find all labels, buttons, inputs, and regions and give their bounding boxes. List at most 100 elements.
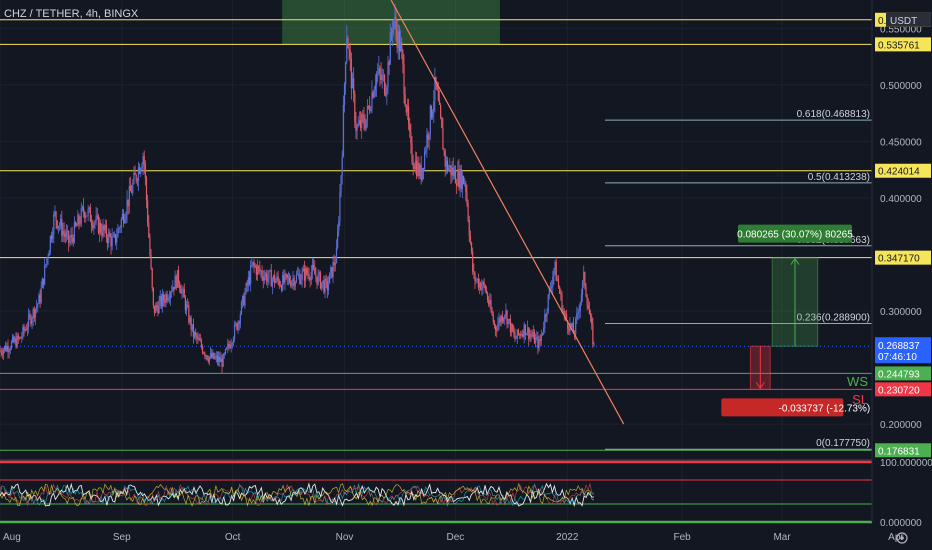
candle-body	[341, 156, 343, 176]
candle-body	[565, 314, 568, 321]
candle-body	[109, 232, 111, 237]
candle-body	[116, 237, 118, 243]
candle-body	[460, 169, 462, 189]
candle-body	[583, 272, 585, 282]
candle-body	[466, 191, 468, 203]
candle-body	[480, 282, 482, 290]
candle-body	[113, 234, 116, 236]
candle-body	[371, 92, 373, 110]
candle-body	[262, 276, 264, 281]
candle-body	[379, 68, 381, 75]
candle-body	[121, 213, 124, 220]
candle-body	[117, 228, 119, 238]
settings-gear-icon[interactable]	[896, 532, 908, 544]
candle-body	[82, 206, 85, 213]
candle-body	[445, 160, 447, 167]
candle-body	[277, 276, 279, 281]
candle-body	[279, 285, 282, 287]
candle-body	[327, 283, 330, 291]
candle-body	[339, 192, 341, 222]
candle-body	[77, 215, 79, 226]
candle-body	[123, 213, 125, 224]
y-tick-label: 0.450000	[880, 137, 922, 148]
candle-body	[62, 231, 64, 236]
candle-body	[185, 304, 188, 311]
candle-body	[264, 273, 267, 277]
candle-body	[6, 345, 8, 351]
candle-body	[470, 242, 473, 252]
candle-body	[73, 222, 75, 243]
candle-body	[180, 288, 182, 294]
candle-body	[563, 310, 565, 315]
candle-body	[267, 277, 269, 282]
candle-body	[478, 282, 481, 288]
candle-body	[362, 114, 364, 117]
candle-body	[443, 149, 445, 151]
candle-body	[335, 247, 338, 263]
candle-body	[588, 308, 591, 315]
x-tick-label: Sep	[113, 532, 131, 543]
candle-body	[34, 308, 37, 318]
candle-body	[464, 183, 466, 184]
candle-body	[127, 199, 129, 207]
candle-body	[165, 294, 167, 303]
candle-body	[467, 202, 469, 221]
candle-body	[561, 293, 563, 312]
candle-body	[456, 183, 458, 186]
candle-body	[543, 327, 545, 333]
candle-body	[401, 41, 403, 51]
candle-body	[240, 301, 243, 314]
candle-body	[145, 177, 148, 201]
fib-level-label: 0.618(0.468813)	[797, 109, 870, 120]
candle-body	[394, 17, 396, 21]
candle-body	[95, 215, 97, 222]
candle-body	[326, 281, 328, 291]
candle-body	[93, 223, 95, 228]
candle-body	[541, 332, 544, 335]
candle-body	[238, 322, 240, 324]
candle-body	[209, 352, 212, 357]
candle-body	[302, 268, 304, 272]
candle-body	[585, 286, 587, 296]
candle-body	[398, 31, 401, 52]
candle-body	[536, 336, 538, 338]
candle-body	[351, 78, 354, 89]
candle-body	[473, 271, 475, 273]
candle-body	[268, 270, 270, 278]
candle-body	[425, 150, 427, 152]
candle-body	[554, 261, 556, 269]
candle-body	[173, 286, 175, 290]
candle-body	[316, 276, 318, 285]
candle-body	[540, 334, 542, 341]
candle-body	[187, 304, 189, 307]
candle-body	[136, 180, 138, 182]
price-badge-bg	[875, 366, 931, 381]
candle-body	[213, 352, 215, 359]
candle-body	[579, 302, 581, 312]
profit-label-box	[737, 224, 852, 243]
candle-body	[179, 282, 181, 289]
candle-body	[201, 346, 204, 353]
candle-body	[357, 124, 359, 127]
candle-body	[157, 307, 159, 314]
candle-body	[282, 275, 284, 291]
candle-body	[303, 268, 306, 281]
candle-body	[184, 297, 187, 311]
candle-body	[278, 280, 280, 286]
candle-body	[396, 30, 398, 48]
candle-body	[355, 121, 357, 131]
candle-body	[427, 134, 429, 140]
candle-body	[10, 341, 13, 349]
candle-body	[454, 169, 457, 184]
oscillator-y-tick-label: 0.000000	[880, 518, 922, 529]
candle-body	[13, 336, 15, 343]
candle-body	[108, 232, 110, 243]
candle-body	[521, 333, 523, 336]
candle-body	[189, 317, 191, 323]
candle-body	[89, 207, 92, 222]
candle-body	[498, 318, 500, 324]
candle-body	[533, 331, 536, 344]
candle-body	[348, 48, 350, 51]
candle-body	[523, 324, 525, 337]
